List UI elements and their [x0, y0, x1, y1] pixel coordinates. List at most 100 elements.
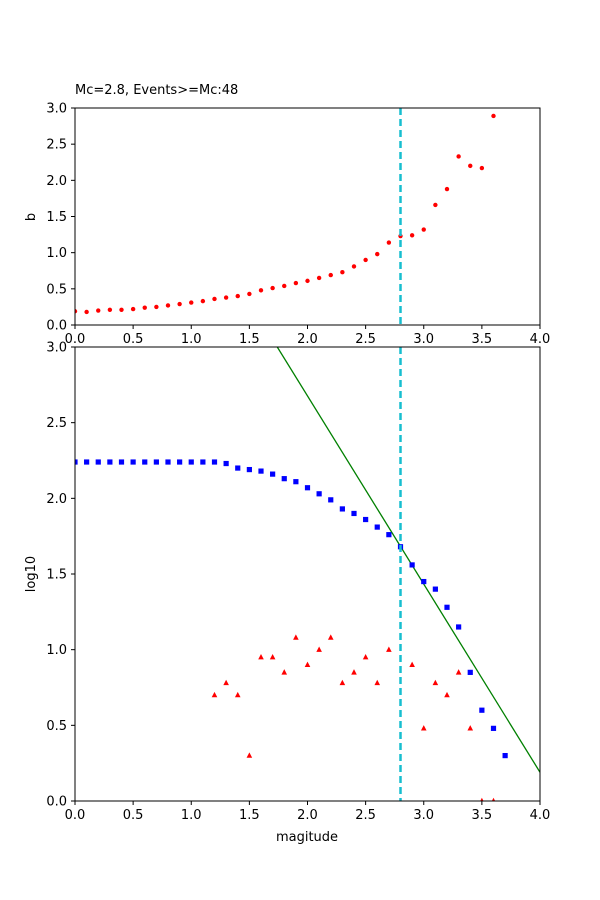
- log10-panel-triangle-point: [281, 669, 288, 675]
- log10-panel-fit-line: [276, 347, 540, 773]
- log10-panel-square-point: [421, 578, 427, 585]
- b-panel-point: [421, 227, 426, 232]
- log10-panel-triangle-point: [455, 669, 462, 675]
- log10-panel-square-point: [258, 468, 264, 474]
- b-panel-ytick-label: 0.0: [46, 319, 67, 334]
- log10-panel-ytick-label: 0.0: [46, 795, 67, 810]
- log10-panel-square-point: [270, 471, 276, 477]
- b-panel-point: [107, 307, 113, 313]
- log10-panel: log10 magitude 0.0 0.5 1.0 1.5 2.0 2.5 3.0 3.5 4…: [24, 341, 550, 846]
- log10-panel-frame: [74, 346, 541, 802]
- log10-panel-triangle-point: [467, 725, 474, 731]
- log10-panel-square-point: [246, 466, 252, 473]
- log10-panel-triangle-point: [409, 661, 415, 667]
- log10-panel-ylabel: log10: [24, 556, 39, 592]
- b-panel-point: [305, 278, 310, 284]
- log10-panel-xtick-label: 1.0: [181, 808, 202, 823]
- b-panel-point: [282, 283, 287, 289]
- log10-panel-triangle-point: [316, 646, 322, 652]
- b-panel-point: [386, 240, 392, 245]
- log10-panel-square-point: [432, 586, 438, 592]
- b-panel-point: [154, 304, 159, 310]
- log10-panel-triangle-point: [480, 797, 484, 801]
- log10-panel-square-point: [142, 459, 148, 465]
- b-panel-point: [270, 285, 275, 291]
- log10-panel-square-point: [316, 491, 322, 497]
- log10-panel-square-point: [351, 510, 357, 517]
- b-panel-xtick-label: 1.0: [181, 332, 202, 347]
- log10-panel-square-point: [200, 459, 206, 465]
- b-panel-point: [235, 293, 240, 299]
- b-panel-xtick-label: 3.5: [472, 332, 493, 347]
- b-panel-ytick-label: 0.5: [46, 282, 67, 297]
- b-panel-point: [293, 280, 299, 286]
- b-panel-point: [130, 306, 136, 312]
- log10-panel-triangle-point: [211, 691, 218, 698]
- b-panel-point: [351, 264, 357, 269]
- b-panel-frame: [74, 107, 541, 326]
- b-panel-point: [96, 308, 101, 313]
- b-panel-xtick-label: 3.0: [413, 332, 434, 347]
- b-panel-xtick-label: 0.0: [65, 332, 86, 347]
- log10-panel-square-point: [153, 459, 159, 465]
- log10-panel-triangle-point: [362, 654, 369, 660]
- b-panel-point: [468, 163, 473, 169]
- b-panel-point: [119, 307, 124, 313]
- log10-panel-ytick-label: 2.5: [46, 416, 67, 431]
- log10-panel-square-point: [118, 459, 125, 465]
- log10-panel-square-point: [328, 497, 334, 503]
- log10-panel-triangle-point: [327, 634, 334, 640]
- log10-panel-triangle-point: [420, 725, 427, 731]
- b-panel-ylabel: b: [24, 213, 39, 221]
- b-panel-point: [456, 154, 461, 159]
- log10-panel-square-point: [409, 562, 415, 568]
- log10-panel-triangle-point: [374, 679, 381, 686]
- log10-panel-square-point: [188, 459, 194, 465]
- b-panel-point: [247, 291, 252, 297]
- log10-panel-square-point: [386, 532, 392, 538]
- b-panel-xtick-label: 4.0: [530, 332, 551, 347]
- log10-panel-triangle-point: [351, 669, 357, 675]
- b-panel-point: [75, 309, 78, 314]
- log10-panel-ytick-label: 1.5: [46, 568, 67, 583]
- log10-panel-xtick-label: 0.0: [65, 808, 86, 823]
- log10-panel-triangle-point: [491, 797, 496, 801]
- b-panel-xtick-label: 2.0: [297, 332, 318, 347]
- log10-panel-xtick-label: 1.5: [239, 808, 260, 823]
- log10-panel-square-point: [456, 624, 462, 630]
- log10-panel-square-point: [479, 707, 485, 713]
- log10-panel-xtick-label: 3.5: [472, 808, 493, 823]
- b-panel-point: [84, 309, 89, 315]
- log10-panel-square-point: [107, 459, 113, 465]
- log10-panel-triangle-point: [432, 679, 439, 686]
- b-panel-point: [340, 269, 345, 275]
- log10-panel-ytick-label: 1.0: [46, 643, 67, 658]
- log10-panel-triangle-point: [444, 691, 450, 698]
- b-panel-xtick-label: 0.5: [123, 332, 144, 347]
- b-panel-point: [223, 295, 229, 300]
- b-panel-xtick-label: 2.5: [355, 332, 376, 347]
- b-panel-point: [433, 202, 438, 208]
- log10-panel-square-point: [235, 465, 241, 471]
- b-panel-point: [409, 233, 415, 238]
- log10-panel-square-point: [165, 459, 171, 465]
- b-panel-ytick-label: 2.0: [46, 174, 67, 189]
- b-panel-point: [177, 301, 182, 307]
- b-panel-title: Mc=2.8, Events>=Mc:48: [75, 83, 238, 98]
- b-panel-point: [212, 296, 217, 302]
- log10-panel-square-point: [490, 725, 497, 731]
- log10-panel-square-point: [75, 459, 78, 465]
- b-panel-point: [189, 300, 194, 305]
- log10-panel-square-point: [177, 459, 183, 465]
- log10-panel-ytick-label: 0.5: [46, 719, 67, 734]
- b-panel-point: [479, 165, 485, 171]
- log10-panel-square-point: [502, 753, 508, 759]
- log10-panel-triangle-point: [234, 691, 241, 698]
- log10-panel-square-point: [304, 485, 311, 491]
- b-panel-ytick-label: 3.0: [46, 102, 67, 117]
- log10-panel-triangle-point: [304, 661, 311, 667]
- log10-panel-square-point: [339, 506, 345, 512]
- b-panel-point: [165, 303, 171, 308]
- log10-panel-square-point: [130, 459, 136, 465]
